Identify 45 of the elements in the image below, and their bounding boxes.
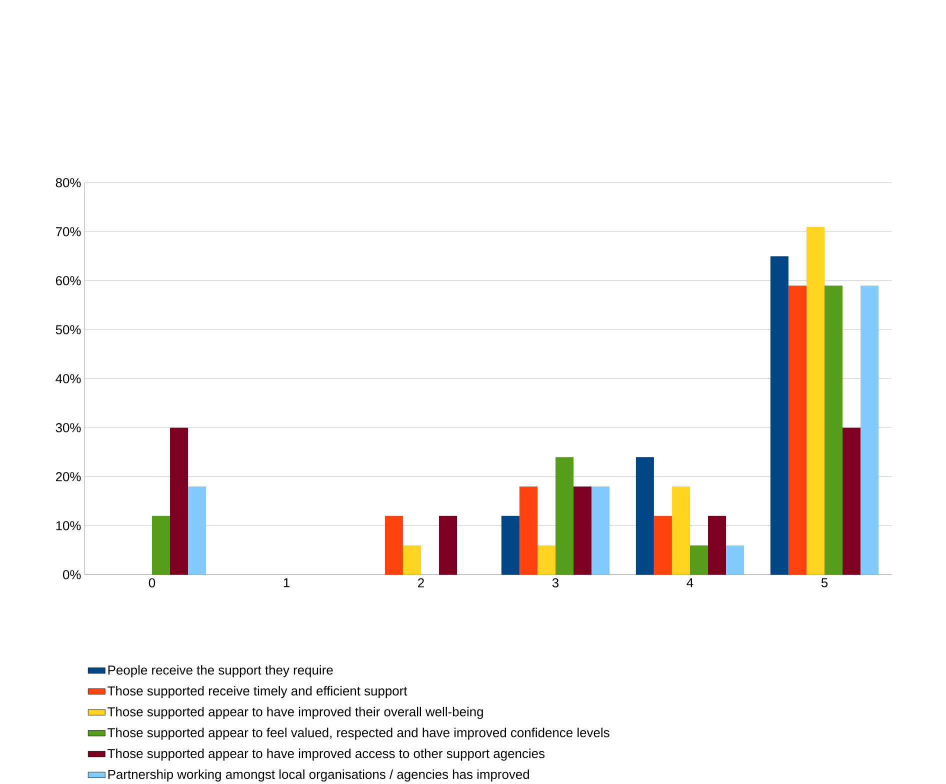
bar: [690, 545, 708, 575]
bar: [188, 486, 206, 575]
bar: [770, 256, 788, 575]
legend-label: Those supported appear to feel valued, respected and have improved confidence levels: [108, 728, 610, 740]
bar: [152, 516, 170, 575]
y-tick-label: 10%: [56, 520, 81, 530]
x-tick-label: 1: [284, 578, 290, 587]
bar: [384, 516, 403, 575]
x-tick-label: 4: [686, 578, 694, 587]
x-tick-label: 2: [418, 578, 424, 588]
bar: [170, 428, 188, 575]
y-tick-label: 60%: [56, 276, 81, 286]
x-tick-label: 0: [148, 578, 156, 588]
bar: [402, 545, 421, 575]
bar: [537, 545, 556, 575]
bar: [726, 545, 744, 575]
y-tick-label: 0%: [63, 570, 81, 580]
bar: [592, 486, 610, 575]
y-tick-label: 40%: [56, 374, 81, 384]
bar: [501, 516, 520, 575]
bar: [708, 516, 726, 575]
x-tick-label: 5: [821, 578, 828, 588]
bar: [788, 285, 806, 575]
bar: [842, 428, 861, 575]
x-tick-label: 3: [552, 578, 559, 588]
legend-label: People receive the support they require: [108, 664, 333, 678]
y-tick-label: 30%: [56, 422, 81, 432]
bar: [672, 486, 690, 575]
legend-label: Those supported appear to have improved access to other support agencies: [108, 748, 545, 761]
legend-label: Partnership working amongst local organisations / agencies has improved: [108, 769, 529, 782]
y-tick-label: 50%: [56, 324, 81, 334]
bar: [439, 516, 458, 575]
bar: [860, 285, 879, 575]
bar: [636, 456, 654, 575]
legend-label: Those supported appear to have improved their overall well-being: [108, 706, 483, 719]
y-tick-label: 20%: [56, 472, 81, 482]
bar: [519, 486, 538, 575]
bar: [574, 486, 592, 575]
bar: [824, 285, 843, 575]
y-tick-label: 80%: [56, 178, 81, 188]
legend-label: Those supported receive timely and efficient support: [108, 686, 408, 698]
bar: [555, 456, 574, 575]
bar: [654, 516, 672, 575]
bar: [806, 226, 824, 575]
y-tick-label: 70%: [56, 226, 81, 236]
